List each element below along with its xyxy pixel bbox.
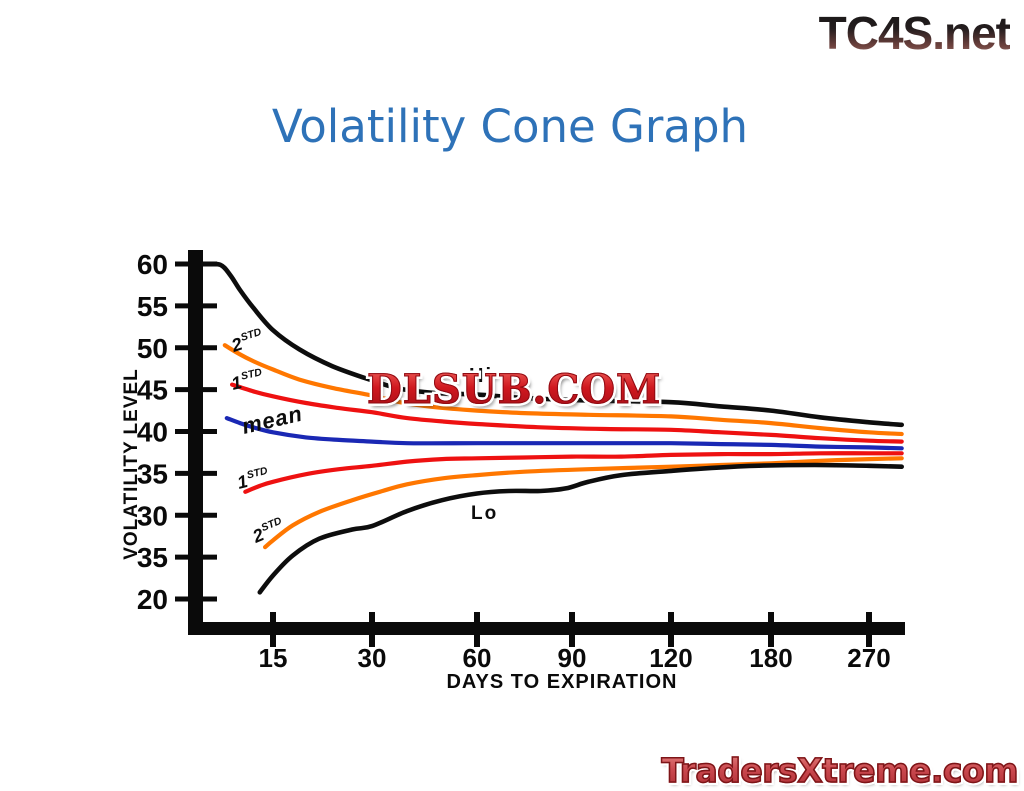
x-tick-label: 180 [749,643,792,673]
series-line-mean [224,416,904,451]
y-tick-label: 35 [137,458,168,489]
tradersxtreme-logo: TradersXtreme.com TradersXtreme.com [658,748,1021,791]
tc4s-logo: TC4S.net [818,7,1011,59]
x-tick-label: 120 [649,643,692,673]
x-axis-bar [188,622,905,635]
y-axis-title: VOLATILITY LEVEL [121,368,142,560]
x-tick-label: 270 [847,643,890,673]
dlsub-watermark: DLSUB.COM DLSUB.COM [364,363,663,416]
tradersxtreme-logo-outline: TradersXtreme.com [658,748,1021,791]
x-tick-label: 30 [358,643,387,673]
series-line-std2-upper [222,343,904,437]
y-tick-label: 40 [137,417,168,448]
curve-label-lo: Lo [471,503,498,524]
y-tick-label: 30 [137,500,168,531]
series-line-lo [257,462,904,595]
curve-label-std2-upper: 2STD [228,326,266,356]
page-title: Volatility Cone Graph [271,100,749,153]
series-line-std1-lower [243,451,904,494]
curve-label-hi: Hi [469,365,493,387]
x-tick-label: 15 [259,643,288,673]
x-axis-title: DAYS TO EXPIRATION [446,671,677,693]
y-tick-label: 55 [137,291,168,322]
tradersxtreme-logo-text: TradersXtreme.com [661,750,1020,791]
y-tick-label: 60 [137,249,168,280]
y-tick-label: 45 [137,375,168,406]
series-line-std1-upper [230,382,904,444]
dlsub-watermark-outline: DLSUB.COM [364,363,663,416]
y-tick-label: 35 [137,542,168,573]
y-tick-label: 50 [137,333,168,364]
x-tick-label: 60 [463,643,492,673]
series-line-hi [200,261,904,428]
dlsub-watermark-text: DLSUB.COM [366,366,662,414]
x-tick-label: 90 [558,643,587,673]
series-line-std2-lower [263,456,904,550]
y-tick-label: 20 [137,584,168,615]
